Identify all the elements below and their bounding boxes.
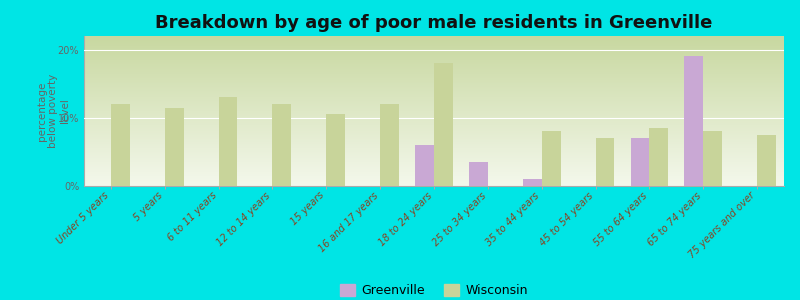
Bar xyxy=(434,63,453,186)
Bar xyxy=(165,108,184,186)
Bar xyxy=(111,104,130,186)
Bar xyxy=(415,145,434,186)
Bar xyxy=(650,128,668,186)
Y-axis label: percentage
below poverty
level: percentage below poverty level xyxy=(37,74,70,148)
Bar xyxy=(630,138,650,186)
Bar xyxy=(273,104,291,186)
Bar xyxy=(703,131,722,186)
Bar xyxy=(684,56,703,186)
Title: Breakdown by age of poor male residents in Greenville: Breakdown by age of poor male residents … xyxy=(155,14,713,32)
Bar xyxy=(542,131,561,186)
Bar xyxy=(523,179,542,186)
Bar xyxy=(380,104,399,186)
Bar xyxy=(469,162,488,186)
Legend: Greenville, Wisconsin: Greenville, Wisconsin xyxy=(335,279,533,300)
Bar xyxy=(218,98,238,186)
Bar xyxy=(326,114,345,186)
Bar xyxy=(757,135,776,186)
Bar xyxy=(595,138,614,186)
